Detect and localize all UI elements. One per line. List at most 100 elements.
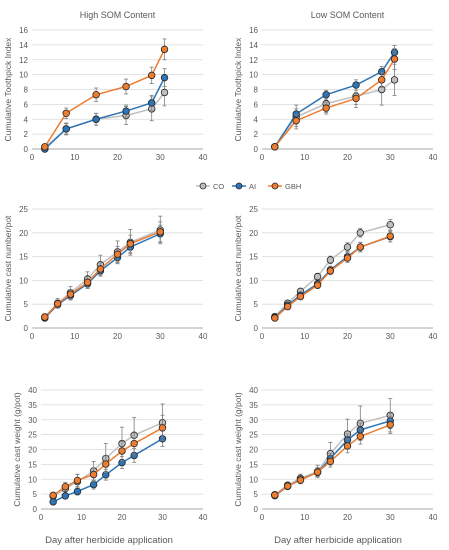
data-point-gbh xyxy=(296,476,305,484)
data-point-gbh xyxy=(118,447,126,455)
data-point-gbh xyxy=(378,76,386,84)
data-point-co xyxy=(390,76,399,84)
y-tick-label: 15 xyxy=(249,460,258,469)
y-tick-label: 25 xyxy=(28,431,37,440)
data-point-gbh xyxy=(343,442,352,450)
x-tick-label: 20 xyxy=(343,332,352,341)
y-tick-label: 0 xyxy=(24,324,29,333)
x-tick-label: 30 xyxy=(386,332,395,341)
y-tick-label: 16 xyxy=(249,26,258,35)
y-tick-label: 2 xyxy=(24,130,29,139)
data-point-ai xyxy=(89,480,98,489)
x-tick-label: 0 xyxy=(30,332,35,341)
x-tick-label: 10 xyxy=(300,513,309,522)
y-tick-label: 10 xyxy=(19,276,28,285)
y-tick-label: 5 xyxy=(254,300,259,309)
data-point-gbh xyxy=(356,243,365,251)
y-tick-label: 0 xyxy=(254,324,259,333)
x-tick-label: 20 xyxy=(113,332,122,341)
data-point-gbh xyxy=(92,91,100,99)
x-tick-label: 30 xyxy=(386,513,395,522)
y-tick-label: 30 xyxy=(28,416,37,425)
x-tick-label: 30 xyxy=(156,332,165,341)
data-point-gbh xyxy=(53,300,62,308)
x-tick-label: 30 xyxy=(386,153,395,162)
data-point-gbh xyxy=(271,143,279,151)
y-tick-label: 10 xyxy=(19,71,28,80)
x-tick-label: 40 xyxy=(429,513,438,522)
data-point-gbh xyxy=(102,460,110,468)
data-point-ai xyxy=(147,99,156,107)
y-axis-label: Cumulative cast weight (g/pot) xyxy=(12,392,22,506)
y-tick-label: 14 xyxy=(19,41,28,50)
data-point-gbh xyxy=(313,281,322,289)
data-point-gbh xyxy=(386,232,394,240)
y-tick-label: 14 xyxy=(249,41,258,50)
y-tick-label: 20 xyxy=(249,229,258,238)
legend-label-co: CO xyxy=(213,182,224,191)
series-gbh xyxy=(271,230,394,322)
data-point-gbh xyxy=(356,432,365,441)
y-axis-label: Cumulative cast number/pot xyxy=(233,215,243,321)
data-point-gbh xyxy=(326,267,335,275)
y-tick-label: 4 xyxy=(24,115,29,124)
series-line-gbh xyxy=(44,49,166,148)
data-point-ai xyxy=(73,487,82,496)
data-point-gbh xyxy=(73,476,82,485)
y-tick-label: 0 xyxy=(254,145,259,154)
x-tick-label: 40 xyxy=(199,153,208,162)
series-line-ai xyxy=(274,235,391,319)
series-ai xyxy=(41,224,164,322)
series-line-ai xyxy=(274,51,396,148)
y-tick-label: 15 xyxy=(28,460,37,469)
x-tick-label: 40 xyxy=(199,332,208,341)
chart-panel-5: 0 5 10 15 20 25 30 35 40 0 10 20 30 40 Cumulative cast… xyxy=(12,386,208,522)
y-tick-label: 10 xyxy=(249,71,258,80)
y-tick-label: 20 xyxy=(19,229,28,238)
data-point-gbh xyxy=(390,55,399,63)
data-point-gbh xyxy=(283,482,292,490)
data-point-co xyxy=(313,272,322,281)
y-tick-label: 10 xyxy=(249,475,258,484)
y-tick-label: 20 xyxy=(28,446,37,455)
data-point-gbh xyxy=(386,421,394,429)
data-point-co xyxy=(386,221,394,229)
series-gbh xyxy=(41,38,169,151)
legend-marker-co xyxy=(199,182,207,190)
legend: CO AI GBH xyxy=(196,182,301,191)
data-point-ai xyxy=(61,492,70,500)
x-tick-label: 0 xyxy=(260,513,265,522)
y-axis-label: Cumulative Toothpick Index xyxy=(3,37,13,142)
chart-title: High SOM Content xyxy=(80,10,156,20)
y-tick-label: 0 xyxy=(254,505,259,514)
series-gbh xyxy=(271,415,394,499)
y-tick-label: 25 xyxy=(249,431,258,440)
data-point-gbh xyxy=(313,468,322,476)
y-tick-label: 10 xyxy=(28,475,37,484)
data-point-ai xyxy=(322,91,330,99)
y-tick-label: 20 xyxy=(249,446,258,455)
x-axis-label-left: Day after herbicide application xyxy=(45,535,173,546)
x-tick-label: 10 xyxy=(77,513,86,522)
legend-label-gbh: GBH xyxy=(285,182,301,191)
data-point-ai xyxy=(160,73,169,82)
data-point-gbh xyxy=(147,71,156,80)
y-tick-label: 12 xyxy=(249,56,258,65)
x-tick-label: 0 xyxy=(260,153,265,162)
data-point-gbh xyxy=(89,470,98,479)
y-tick-label: 2 xyxy=(254,130,259,139)
x-tick-label: 40 xyxy=(429,153,438,162)
data-point-gbh xyxy=(160,45,169,54)
data-point-gbh xyxy=(49,491,57,500)
series-line-gbh xyxy=(274,58,396,148)
data-point-gbh xyxy=(326,457,335,466)
x-tick-label: 20 xyxy=(118,513,127,522)
chart-panel-3: 0 5 10 15 20 25 0 10 20 30 40 Cumulative cast numbe… xyxy=(3,205,208,341)
chart-panel-2: 0 2 4 6 8 10 12 14 16 0 10 20 30 40 Low SOM Content Cum… xyxy=(233,10,438,162)
data-point-gbh xyxy=(83,278,92,287)
data-point-gbh xyxy=(283,302,292,311)
data-point-gbh xyxy=(271,491,279,499)
y-tick-label: 4 xyxy=(254,115,259,124)
data-point-gbh xyxy=(130,439,138,448)
